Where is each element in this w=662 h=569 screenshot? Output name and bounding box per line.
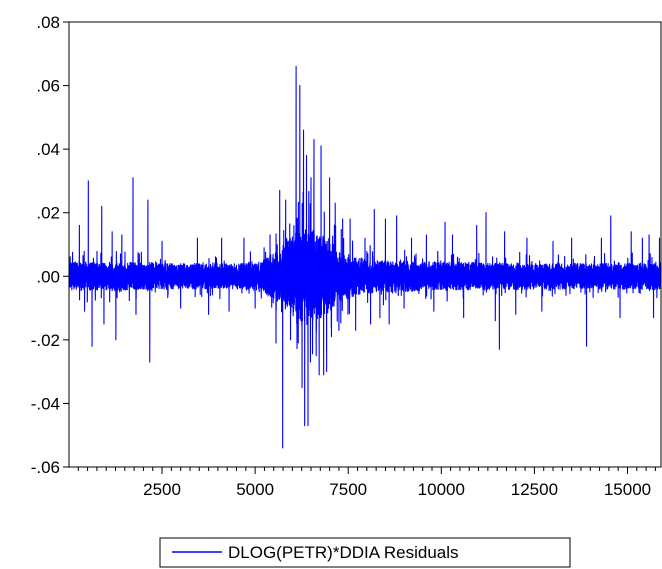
series-layer — [68, 65, 662, 449]
x-tick-label: 12500 — [511, 480, 558, 499]
y-tick-label: -.06 — [31, 458, 60, 477]
y-tick-label: -.02 — [31, 331, 60, 350]
residuals-series-line — [68, 65, 662, 449]
y-tick-label: .02 — [36, 204, 60, 223]
legend-box — [159, 537, 571, 568]
x-tick-label: 5000 — [236, 480, 274, 499]
y-tick-label: .00 — [36, 267, 60, 286]
x-tick-label: 15000 — [604, 480, 651, 499]
y-tick-label: .06 — [36, 77, 60, 96]
legend-label: DLOG(PETR)*DDIA Residuals — [228, 543, 459, 562]
y-tick-label: -.04 — [31, 394, 60, 413]
x-tick-label: 10000 — [418, 480, 465, 499]
y-tick-label: .08 — [36, 13, 60, 32]
legend: DLOG(PETR)*DDIA Residuals — [159, 537, 571, 568]
y-tick-label: .04 — [36, 140, 60, 159]
x-axis: 2500 5000 7500 10000 12500 15000 — [77, 467, 656, 499]
x-tick-label: 2500 — [143, 480, 181, 499]
y-axis: -.06 -.04 -.02 .00 .02 .04 .06 .08 — [31, 13, 69, 477]
x-tick-label: 7500 — [329, 480, 367, 499]
plot-frame — [68, 21, 662, 468]
